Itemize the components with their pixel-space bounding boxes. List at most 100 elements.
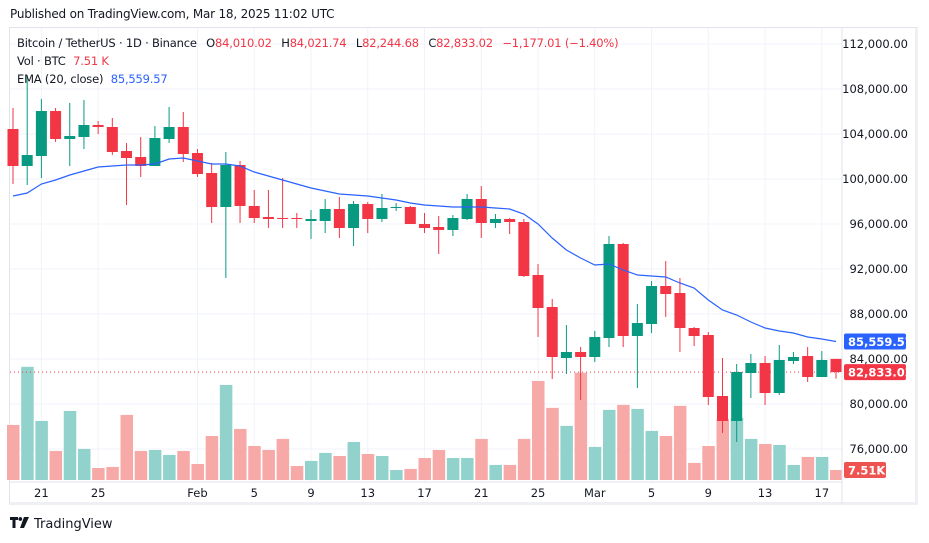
candle-body [447, 218, 459, 230]
volume-bar [319, 452, 332, 480]
candle-body [206, 173, 218, 208]
volume-bar [92, 468, 105, 480]
volume-bar [446, 458, 460, 480]
volume-bar [546, 407, 559, 480]
volume-bar [673, 405, 687, 480]
last-price-marker-bg [844, 364, 906, 381]
ema-label[interactable]: EMA (20, close) [17, 72, 104, 86]
candle-body [319, 209, 331, 221]
candle-body [759, 363, 771, 393]
volume-label[interactable]: Vol · BTC [17, 54, 66, 68]
volume-bar [617, 404, 630, 480]
candle-body [546, 307, 558, 357]
last-price-marker: 82,833.02 [848, 366, 913, 380]
candle-body [291, 218, 303, 220]
volume-bar [375, 456, 389, 480]
volume-bar [688, 462, 701, 480]
volume-bar [390, 470, 403, 480]
volume-bar [262, 450, 275, 480]
brand-name: TradingView [34, 517, 113, 532]
volume-bar [191, 464, 204, 480]
volume-bar [361, 454, 375, 480]
volume-bar [7, 424, 20, 480]
volume-bar [574, 372, 588, 480]
axis-markers: 85,559.57 82,833.02 7.51K [844, 333, 913, 478]
volume-bar [148, 450, 162, 480]
price-axis: 112,000.00 108,000.00 104,000.00 100,000.00… [841, 28, 908, 504]
low-label: L [355, 36, 363, 50]
candle-body [333, 209, 345, 229]
candles [7, 75, 842, 443]
ema-line [12, 157, 837, 343]
published-caption: Published on TradingView.com, Mar 18, 20… [10, 7, 335, 21]
volume-bar [659, 436, 673, 480]
volume-bar [120, 414, 134, 480]
candle-body [404, 207, 416, 224]
candle-body [78, 125, 90, 138]
x-tick-label: 17 [815, 486, 830, 500]
volume-bar [205, 436, 219, 480]
volume-bar [21, 366, 34, 480]
candle-body [50, 111, 62, 139]
candle-body [21, 155, 33, 166]
x-tick-label: 21 [474, 486, 489, 500]
candle-body [35, 111, 47, 157]
volume-bar [588, 446, 602, 480]
x-tick-label: 25 [91, 486, 106, 500]
volume-bar [645, 430, 659, 480]
footer-brand[interactable]: TradingView [10, 517, 113, 532]
candle-body [589, 336, 601, 357]
volume-bar [517, 438, 531, 480]
volume-bar [560, 425, 573, 480]
ema-value: 85,559.57 [110, 72, 168, 86]
y-tick-label: 96,000.00 [849, 217, 908, 231]
volume-bar [702, 446, 715, 480]
volume-marker: 7.51K [848, 464, 886, 478]
open-label: O [206, 36, 216, 50]
candle-body [660, 285, 672, 294]
volume-bar [759, 444, 772, 480]
symbol-title[interactable]: Bitcoin / TetherUS · 1D · Binance [17, 36, 197, 50]
candle-body [731, 372, 743, 421]
candle-body [717, 396, 728, 421]
volume-marker-bg [844, 462, 886, 478]
candle-body [305, 219, 317, 221]
candle-body [135, 156, 147, 166]
candle-body [475, 199, 487, 223]
x-tick-label: 5 [251, 486, 258, 500]
volume-bar [63, 410, 77, 480]
candle-body [489, 219, 501, 223]
volume-bar [716, 418, 729, 480]
volume-bar [276, 438, 290, 480]
candle-body [802, 355, 814, 377]
x-tick-label: 17 [417, 486, 432, 500]
y-tick-label: 108,000.00 [842, 82, 908, 96]
candle-body [348, 203, 360, 229]
y-tick-label: 88,000.00 [849, 307, 908, 321]
candle-body [674, 292, 686, 328]
volume-bar [134, 450, 148, 480]
candle-body [702, 335, 714, 398]
candle-body [830, 358, 842, 373]
y-tick-label: 80,000.00 [849, 397, 908, 411]
close-value: 82,833.02 [436, 36, 493, 50]
candle-body [461, 199, 473, 220]
volume-bar [815, 456, 829, 480]
legend-volume-row: Vol · BTC 7.51 K [17, 52, 618, 70]
high-label: H [281, 36, 290, 50]
volume-bars [7, 366, 843, 480]
candle-body [688, 327, 700, 337]
candle-body [787, 356, 799, 362]
volume-bar [432, 450, 446, 480]
candle-body [106, 127, 118, 152]
candle-body [220, 165, 232, 208]
y-tick-label: 104,000.00 [842, 127, 908, 141]
volume-bar [830, 469, 843, 480]
candle-body [603, 244, 615, 338]
volume-bar [744, 438, 758, 480]
candle-body [277, 218, 289, 220]
y-tick-label: 76,000.00 [849, 442, 908, 456]
change-value: −1,177.01 (−1.40%) [502, 36, 619, 50]
x-tick-label: Mar [584, 486, 606, 500]
